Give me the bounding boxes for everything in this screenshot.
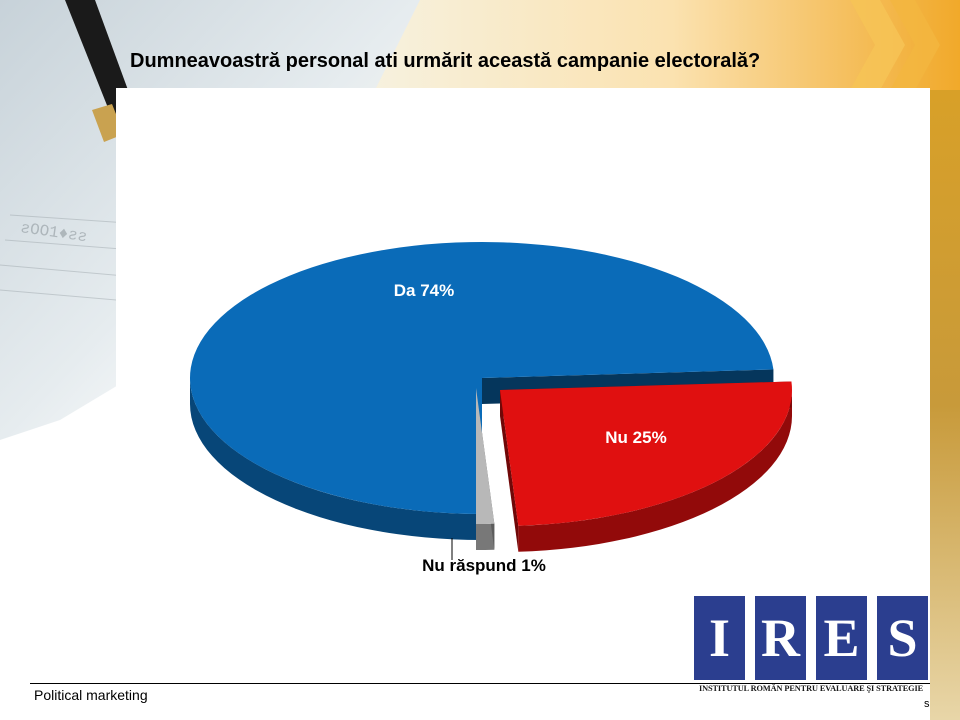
slide-title: Dumneavoastră personal ati urmărit aceas… — [130, 50, 761, 72]
logo-subtitle: INSTITUTUL ROMÂN PENTRU EVALUARE ŞI STRA… — [698, 684, 924, 693]
logo-letter: R — [755, 596, 806, 680]
data-label: Nu 25% — [605, 428, 666, 447]
data-label: Da 74% — [394, 281, 454, 300]
pie-slice-side — [476, 523, 495, 550]
pie-slice-cut-face — [500, 390, 519, 552]
ires-logo: I R E S INSTITUTUL ROMÂN PENTRU EVALUARE… — [694, 596, 928, 700]
footer-divider — [30, 683, 930, 684]
pie-slice-side — [518, 390, 792, 552]
pie-slice-nu — [500, 381, 792, 526]
logo-letter: E — [816, 596, 867, 680]
logo-letter: I — [694, 596, 745, 680]
pie-slice-da — [189, 241, 774, 514]
data-label: Nu răspund 1% — [422, 556, 546, 575]
footer-text: Political marketing — [34, 687, 148, 703]
footer-page-mark: s — [924, 698, 930, 710]
logo-letter: S — [877, 596, 928, 680]
pie-slice-nu-r-spund — [476, 388, 495, 524]
pie-slice-side — [190, 378, 482, 540]
